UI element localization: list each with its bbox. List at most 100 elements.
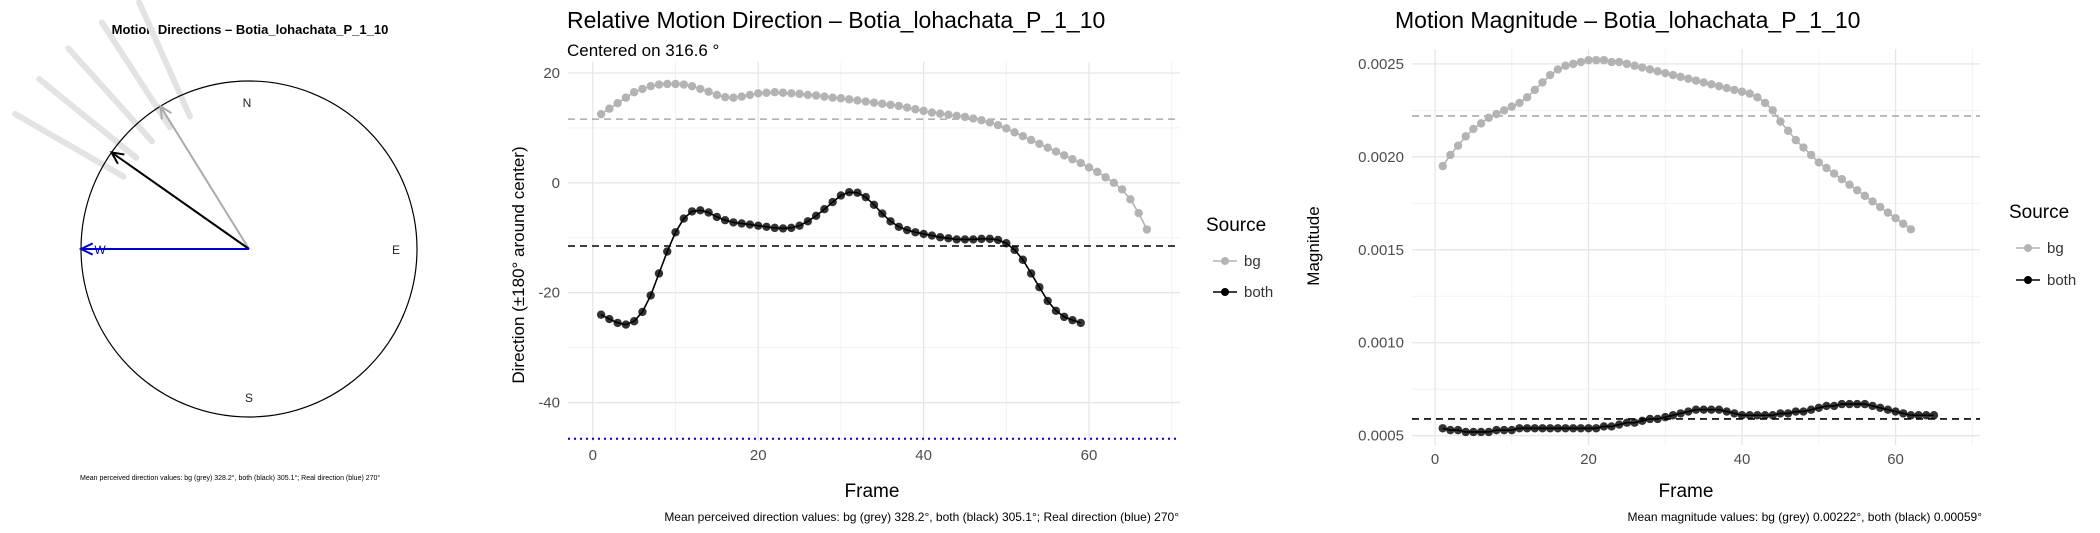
data-point-bg	[1461, 132, 1470, 141]
data-point-both	[969, 235, 978, 244]
data-point-bg	[1883, 208, 1893, 217]
data-point-both	[1599, 422, 1609, 431]
data-point-bg	[1661, 68, 1670, 78]
data-point-both	[944, 234, 953, 243]
legend-both-label: both	[1244, 284, 1273, 301]
data-point-bg	[629, 88, 639, 97]
direction-tick-labels: 0 20 40 60 20 0 -20 -40	[538, 65, 1097, 464]
data-point-both	[621, 320, 631, 329]
data-point-both	[1446, 425, 1455, 435]
direction-caption: Mean perceived direction values: bg (gre…	[664, 510, 1179, 524]
data-point-bg	[919, 106, 928, 116]
x-tick-label: 0	[589, 447, 597, 464]
data-point-bg	[911, 105, 920, 114]
data-point-bg	[1615, 57, 1624, 67]
data-point-bg	[712, 90, 722, 100]
data-point-both	[795, 221, 804, 230]
data-point-both	[1561, 424, 1570, 433]
data-point-both	[1076, 318, 1085, 328]
compass-label-s: S	[245, 391, 253, 405]
data-point-bg	[1060, 151, 1069, 160]
magnitude-title: Motion Magnitude – Botia_lohachata_P_1_1…	[1395, 7, 1860, 33]
data-point-both	[1507, 425, 1516, 435]
data-point-both	[1699, 405, 1708, 414]
data-point-bg	[1622, 59, 1632, 69]
data-point-both	[844, 187, 854, 197]
data-point-both	[1753, 411, 1762, 420]
data-point-bg	[960, 112, 970, 122]
data-point-bg	[1109, 178, 1119, 188]
data-point-both	[1891, 407, 1900, 416]
data-point-bg	[778, 88, 788, 97]
direction-legend-both: both	[1213, 284, 1273, 301]
data-point-bg	[1760, 98, 1770, 108]
data-point-bg	[646, 81, 655, 91]
data-point-bg	[1545, 70, 1555, 80]
data-point-bg	[1002, 124, 1011, 133]
data-point-both	[737, 219, 746, 228]
data-point-bg	[853, 96, 862, 105]
compass-caption: Mean perceived direction values: bg (gre…	[80, 474, 380, 482]
data-point-bg	[1492, 109, 1501, 119]
fan-line	[65, 45, 155, 145]
y-tick-label: 0.0005	[1358, 428, 1404, 445]
data-point-bg	[1806, 150, 1816, 160]
x-tick-label: 60	[1081, 447, 1098, 464]
data-point-bg	[1737, 87, 1747, 96]
direction-grid	[568, 62, 1180, 441]
y-tick-label: 0.0010	[1358, 335, 1404, 352]
direction-legend-title: Source	[1206, 215, 1266, 236]
data-point-bg	[1776, 117, 1785, 126]
data-point-both	[1530, 424, 1540, 433]
compass-arrows	[78, 104, 250, 256]
data-point-bg	[811, 91, 821, 100]
data-point-both	[770, 223, 779, 233]
data-point-both	[1791, 407, 1800, 416]
data-point-bg	[1522, 93, 1532, 102]
data-point-bg	[977, 116, 986, 125]
data-point-both	[1010, 245, 1019, 255]
data-point-both	[1783, 409, 1793, 418]
data-point-both	[894, 222, 904, 231]
data-point-both	[778, 224, 788, 233]
data-point-both	[803, 217, 813, 226]
x-tick-label: 40	[1734, 451, 1751, 468]
data-point-both	[1822, 401, 1831, 411]
data-point-bg	[1868, 197, 1877, 206]
direction-xlabel: Frame	[845, 481, 900, 502]
data-point-bg	[1538, 78, 1547, 87]
data-point-both	[679, 214, 688, 223]
data-point-bg	[1899, 219, 1908, 228]
data-point-bg	[1507, 102, 1516, 111]
data-point-both	[1929, 411, 1939, 420]
data-point-bg	[1584, 55, 1593, 65]
data-point-bg	[671, 79, 680, 89]
data-point-bg	[1553, 65, 1563, 74]
data-point-both	[1592, 424, 1601, 433]
data-point-both	[927, 231, 937, 240]
direction-panel: Relative Motion Direction – Botia_lohach…	[509, 7, 1273, 524]
data-point-both	[1776, 409, 1785, 418]
data-point-both	[1906, 411, 1916, 420]
arrow-bg	[159, 105, 250, 250]
data-point-both	[1760, 411, 1770, 420]
data-point-both	[1492, 425, 1501, 435]
compass-panel: Motion Directions – Botia_lohachata_P_1_…	[12, 0, 418, 482]
data-point-both	[1860, 399, 1870, 409]
data-point-both	[1035, 283, 1044, 292]
data-point-both	[1018, 255, 1028, 264]
data-point-bg	[737, 92, 746, 101]
data-point-both	[745, 220, 755, 229]
legend-bg-label: bg	[1244, 253, 1261, 270]
data-point-bg	[1684, 74, 1693, 83]
data-point-bg	[1051, 147, 1061, 156]
magnitude-caption: Mean magnitude values: bg (grey) 0.00222…	[1628, 510, 1983, 524]
data-point-both	[861, 192, 870, 202]
data-point-both	[836, 191, 846, 200]
data-point-bg	[1607, 57, 1616, 67]
direction-title: Relative Motion Direction – Botia_lohach…	[567, 7, 1105, 33]
data-point-both	[1668, 411, 1678, 420]
data-point-bg	[1515, 98, 1524, 108]
data-point-both	[1714, 405, 1724, 414]
